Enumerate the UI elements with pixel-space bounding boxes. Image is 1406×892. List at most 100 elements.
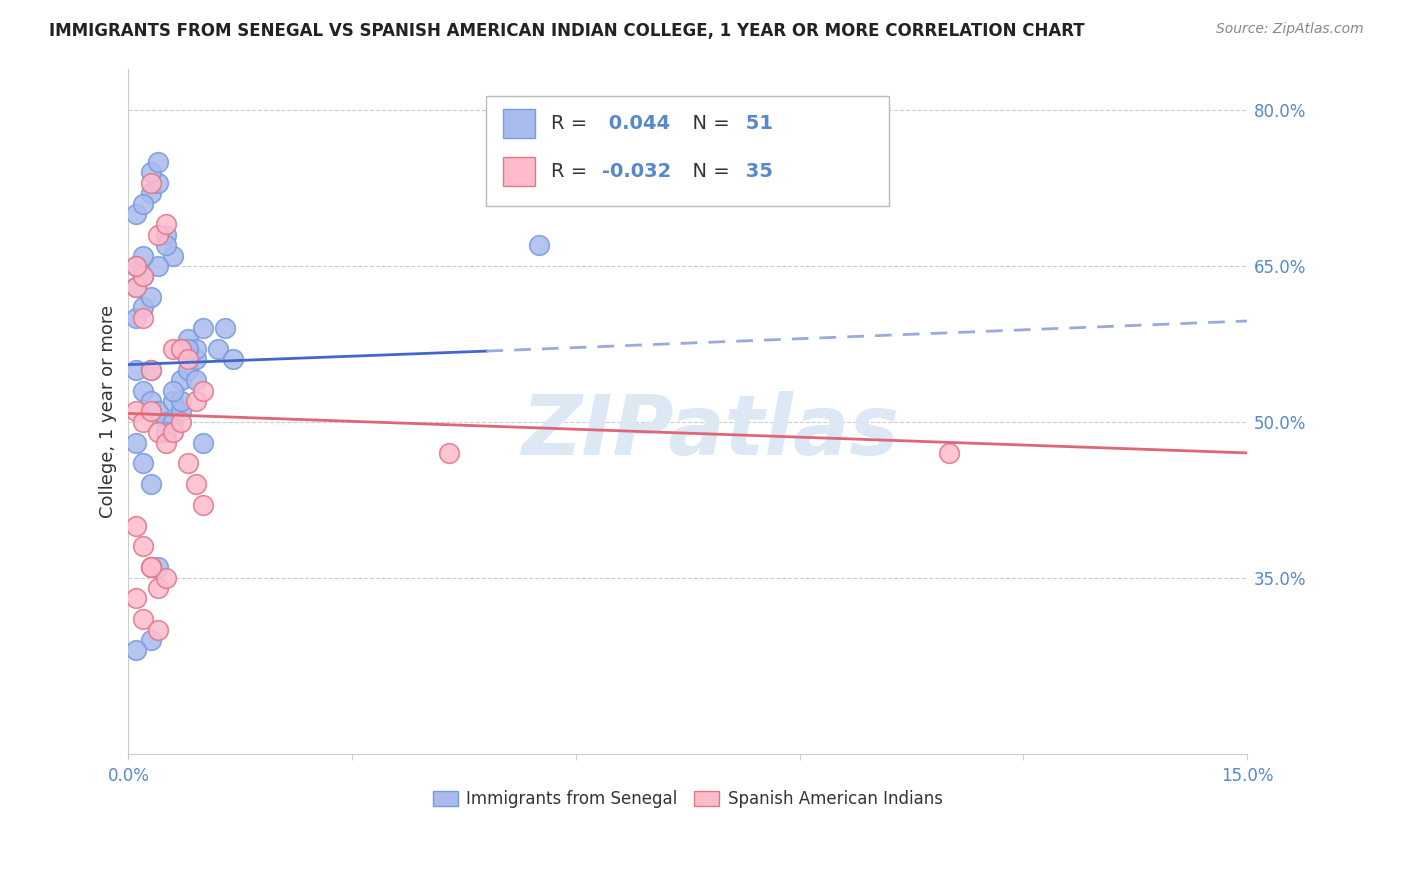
Point (125, 279, 148, 293)
Point (125, 279, 148, 293)
Point (162, 415, 184, 429)
Y-axis label: College, 1 year or more: College, 1 year or more (100, 305, 117, 518)
Point (437, 446, 460, 460)
Bar (503, 157, 534, 186)
Point (155, 425, 177, 439)
Point (184, 394, 207, 409)
Point (132, 269, 155, 284)
Point (148, 259, 170, 273)
Text: -0.032: -0.032 (602, 162, 671, 181)
Point (148, 227, 170, 242)
Point (139, 290, 162, 304)
Point (148, 155, 170, 169)
Point (191, 384, 214, 398)
Point (125, 435, 148, 450)
Point (139, 186, 162, 201)
Point (170, 415, 193, 429)
Point (125, 363, 148, 377)
Legend: Immigrants from Senegal, Spanish American Indians: Immigrants from Senegal, Spanish America… (426, 783, 949, 814)
Text: 35: 35 (740, 162, 773, 181)
Point (139, 394, 162, 409)
Text: R =: R = (551, 114, 593, 133)
Point (139, 404, 162, 418)
Point (155, 435, 177, 450)
Point (139, 363, 162, 377)
Point (125, 259, 148, 273)
Point (191, 435, 214, 450)
Point (191, 321, 214, 335)
Point (139, 363, 162, 377)
Point (938, 446, 960, 460)
Text: ZIPatlas: ZIPatlas (522, 392, 900, 473)
Point (162, 342, 184, 356)
Text: IMMIGRANTS FROM SENEGAL VS SPANISH AMERICAN INDIAN COLLEGE, 1 YEAR OR MORE CORRE: IMMIGRANTS FROM SENEGAL VS SPANISH AMERI… (49, 22, 1085, 40)
Point (125, 207, 148, 221)
Point (184, 352, 207, 367)
Point (132, 415, 155, 429)
Point (139, 560, 162, 574)
Point (132, 540, 155, 554)
Point (170, 394, 193, 409)
Point (155, 571, 177, 585)
Point (132, 196, 155, 211)
Point (148, 176, 170, 190)
Text: N =: N = (681, 114, 735, 133)
Point (162, 384, 184, 398)
Point (191, 498, 214, 512)
Point (170, 373, 193, 387)
Point (162, 248, 184, 262)
Point (162, 394, 184, 409)
Point (184, 342, 207, 356)
Point (222, 352, 245, 367)
Point (155, 238, 177, 252)
Point (125, 259, 148, 273)
Point (170, 342, 193, 356)
Point (132, 612, 155, 626)
Point (132, 384, 155, 398)
Point (139, 477, 162, 491)
Point (132, 456, 155, 470)
Point (132, 269, 155, 284)
Point (125, 643, 148, 657)
Point (177, 352, 200, 367)
Point (132, 301, 155, 315)
Point (125, 591, 148, 606)
Point (132, 248, 155, 262)
Point (155, 425, 177, 439)
Point (155, 415, 177, 429)
Point (177, 342, 200, 356)
Point (139, 632, 162, 647)
Point (527, 238, 550, 252)
Text: Source: ZipAtlas.com: Source: ZipAtlas.com (1216, 22, 1364, 37)
Point (155, 227, 177, 242)
Point (125, 310, 148, 325)
Point (214, 321, 236, 335)
Point (170, 404, 193, 418)
Point (125, 518, 148, 533)
Point (148, 425, 170, 439)
Bar (503, 109, 534, 137)
Point (177, 363, 200, 377)
Text: 51: 51 (740, 114, 773, 133)
Point (139, 560, 162, 574)
Point (148, 623, 170, 637)
Point (170, 342, 193, 356)
Point (177, 456, 200, 470)
Point (139, 165, 162, 179)
Point (148, 581, 170, 595)
FancyBboxPatch shape (486, 96, 889, 206)
Point (148, 404, 170, 418)
Point (125, 404, 148, 418)
Text: N =: N = (681, 162, 735, 181)
Point (184, 373, 207, 387)
Point (155, 218, 177, 232)
Point (184, 477, 207, 491)
Point (132, 310, 155, 325)
Point (207, 342, 229, 356)
Point (139, 176, 162, 190)
Point (162, 425, 184, 439)
Text: 0.044: 0.044 (602, 114, 669, 133)
Point (177, 332, 200, 346)
Text: R =: R = (551, 162, 593, 181)
Point (148, 560, 170, 574)
